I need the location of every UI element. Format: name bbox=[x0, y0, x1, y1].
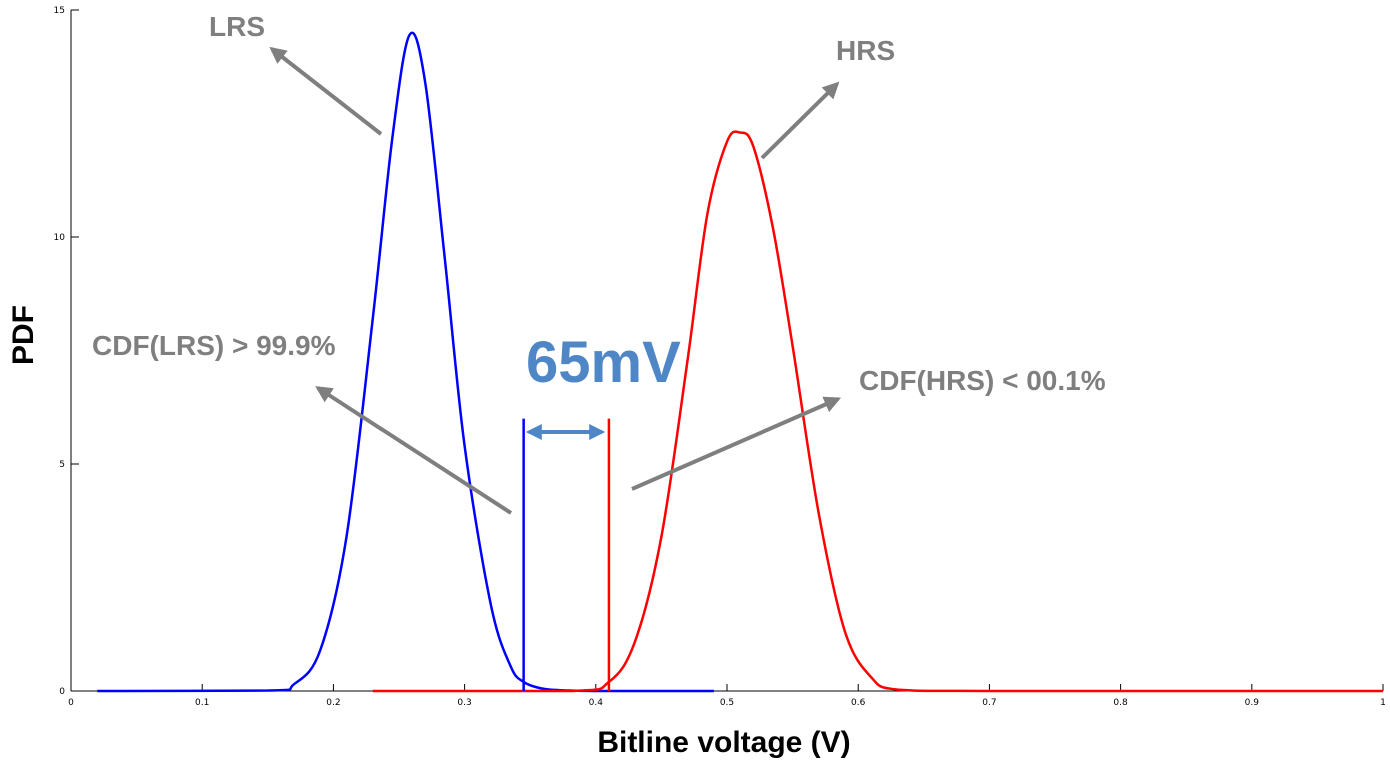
x-tick-label: 0.2 bbox=[326, 698, 340, 708]
hrs-curve bbox=[372, 130, 1383, 693]
x-tick-label: 1 bbox=[1380, 698, 1386, 708]
hrs-arrow bbox=[760, 81, 840, 160]
x-tick-label: 0.9 bbox=[1245, 698, 1260, 708]
x-tick-label: 0.4 bbox=[589, 698, 604, 708]
y-ticks: 0 5 10 15 bbox=[54, 6, 79, 697]
cdf-lrs-arrow bbox=[315, 386, 513, 515]
y-axis-title: PDF bbox=[7, 305, 40, 365]
x-tick-label: 0.3 bbox=[457, 698, 471, 708]
lrs-arrow bbox=[269, 46, 383, 136]
cdf-hrs-label: CDF(HRS) < 00.1% bbox=[859, 365, 1106, 396]
y-tick-label: 0 bbox=[59, 687, 65, 697]
margin-label: 65mV bbox=[526, 330, 681, 395]
x-tick-label: 0.5 bbox=[720, 698, 734, 708]
y-tick-label: 15 bbox=[54, 6, 65, 16]
lrs-label: LRS bbox=[209, 11, 265, 42]
cdf-lrs-label: CDF(LRS) > 99.9% bbox=[92, 330, 336, 361]
series-group bbox=[97, 31, 1383, 693]
x-tick-label: 0.7 bbox=[982, 698, 996, 708]
hrs-label: HRS bbox=[836, 35, 895, 66]
x-axis-title: Bitline voltage (V) bbox=[597, 726, 850, 759]
x-tick-label: 0.6 bbox=[851, 698, 866, 708]
x-tick-label: 0 bbox=[68, 698, 74, 708]
cdf-hrs-arrow bbox=[631, 396, 842, 491]
y-tick-label: 5 bbox=[59, 460, 65, 470]
threshold-lines bbox=[522, 418, 611, 691]
x-tick-label: 0.8 bbox=[1113, 698, 1128, 708]
x-tick-label: 0.1 bbox=[195, 698, 209, 708]
y-tick-label: 10 bbox=[54, 233, 66, 243]
x-ticks: 0 0.1 0.2 0.3 0.4 0.5 0.6 0.7 0.8 0.9 1 bbox=[68, 684, 1386, 708]
lrs-curve bbox=[97, 31, 714, 693]
